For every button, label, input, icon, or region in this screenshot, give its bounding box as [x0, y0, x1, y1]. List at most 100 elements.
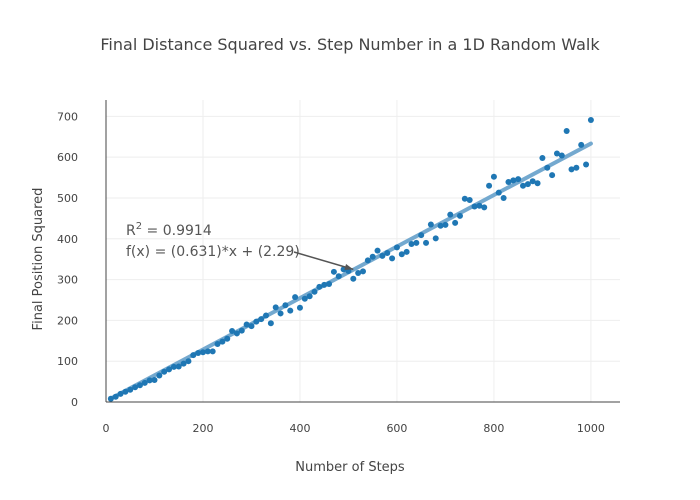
- data-point: [447, 211, 454, 218]
- data-point: [461, 195, 468, 202]
- data-points: [107, 116, 594, 402]
- data-point: [243, 321, 250, 328]
- data-point: [166, 366, 173, 373]
- data-point: [437, 222, 444, 229]
- data-point: [505, 179, 512, 186]
- data-point: [486, 182, 493, 189]
- data-point: [258, 316, 265, 323]
- data-point: [360, 268, 366, 275]
- data-point: [209, 348, 216, 355]
- data-point: [524, 181, 531, 188]
- data-point: [408, 241, 415, 248]
- data-point: [326, 281, 333, 288]
- data-point: [534, 180, 541, 187]
- tick-labels: 0 200 400 600 800 1000 0 100 200 300 400 500 600 700: [57, 110, 605, 435]
- data-point: [379, 252, 386, 259]
- data-point: [573, 164, 580, 171]
- data-point: [563, 128, 570, 135]
- x-tick-label: 400: [289, 422, 310, 435]
- data-point: [427, 221, 434, 228]
- x-tick-label: 600: [386, 422, 407, 435]
- data-point: [311, 288, 318, 295]
- data-point: [136, 382, 143, 389]
- data-point: [495, 189, 502, 196]
- data-point: [296, 304, 303, 311]
- data-point: [146, 377, 153, 384]
- data-point: [500, 194, 507, 201]
- data-point: [229, 327, 236, 334]
- data-point: [151, 376, 158, 383]
- x-tick-label: 1000: [577, 422, 605, 435]
- data-point: [107, 395, 114, 402]
- data-point: [515, 176, 522, 183]
- data-point: [185, 358, 192, 365]
- data-point: [587, 116, 594, 123]
- data-point: [539, 154, 546, 161]
- y-tick-label: 0: [71, 396, 78, 409]
- r-squared-label: R2 = 0.9914: [126, 221, 212, 239]
- data-point: [418, 232, 425, 239]
- data-point: [214, 341, 221, 348]
- data-point: [583, 161, 590, 168]
- data-point: [335, 273, 342, 280]
- data-point: [442, 221, 449, 228]
- data-point: [423, 239, 430, 246]
- data-point: [481, 204, 488, 211]
- data-point: [301, 295, 308, 302]
- data-point: [170, 363, 177, 370]
- y-tick-label: 600: [57, 151, 78, 164]
- data-point: [161, 368, 168, 375]
- data-point: [558, 152, 565, 159]
- data-point: [316, 283, 323, 290]
- data-point: [452, 219, 459, 226]
- data-point: [510, 177, 517, 184]
- data-point: [364, 257, 371, 264]
- axes: [105, 100, 620, 403]
- data-point: [398, 251, 405, 258]
- data-point: [292, 294, 299, 301]
- data-point: [393, 244, 400, 251]
- data-point: [248, 323, 255, 330]
- data-point: [350, 275, 357, 282]
- data-point: [520, 182, 527, 189]
- data-point: [330, 268, 337, 275]
- y-tick-label: 400: [57, 233, 78, 246]
- data-point: [199, 349, 206, 356]
- data-point: [355, 270, 362, 277]
- data-point: [282, 302, 289, 309]
- data-point: [490, 173, 497, 180]
- data-point: [432, 235, 439, 242]
- data-point: [180, 360, 187, 367]
- data-point: [277, 310, 284, 317]
- data-point: [544, 164, 551, 171]
- annotation-arrow: [293, 251, 354, 271]
- r-squared-base: R: [126, 223, 136, 239]
- data-point: [190, 352, 197, 359]
- fit-annotation: R2 = 0.9914 f(x) = (0.631)*x + (2.29): [126, 221, 354, 271]
- data-point: [267, 320, 274, 327]
- data-point: [403, 248, 410, 255]
- data-point: [272, 304, 279, 311]
- data-point: [389, 255, 396, 262]
- data-point: [204, 348, 211, 355]
- data-point: [471, 203, 478, 210]
- data-point: [253, 318, 260, 325]
- fit-equation-label: f(x) = (0.631)*x + (2.29): [126, 244, 300, 260]
- grid-lines: [106, 100, 620, 402]
- data-point: [456, 212, 463, 219]
- annotation-arrowhead: [344, 264, 354, 270]
- data-point: [476, 202, 483, 209]
- data-point: [219, 338, 226, 345]
- r-squared-superscript: 2: [136, 221, 142, 232]
- data-point: [122, 388, 129, 395]
- y-tick-label: 700: [57, 110, 78, 123]
- data-point: [156, 372, 163, 379]
- data-point: [568, 166, 575, 173]
- y-tick-label: 500: [57, 192, 78, 205]
- data-point: [233, 330, 240, 337]
- y-tick-label: 100: [57, 355, 78, 368]
- data-point: [117, 390, 124, 397]
- data-point: [529, 178, 536, 185]
- x-axis-title: Number of Steps: [295, 460, 405, 475]
